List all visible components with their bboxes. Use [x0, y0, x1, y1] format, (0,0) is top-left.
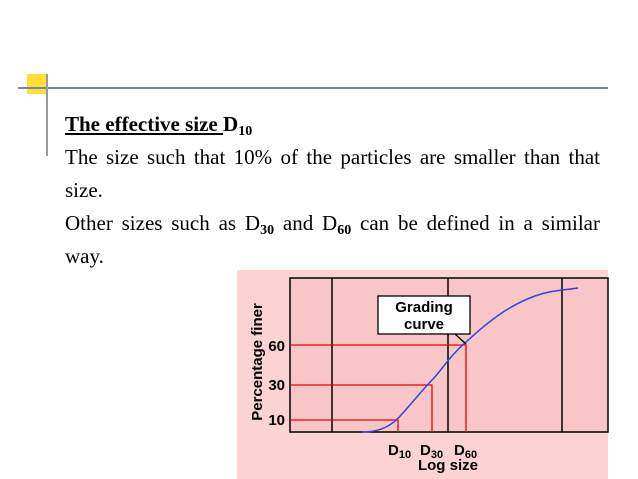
definition: The size such that 10% of the particles … [65, 145, 600, 202]
x-label: D60 [454, 442, 477, 461]
x-label-subscript: 30 [431, 449, 443, 461]
grading-curve [361, 287, 579, 433]
text-run: can be defined in a similar way. [65, 211, 600, 268]
x-label-subscript: 60 [465, 449, 477, 461]
accent-square [27, 74, 47, 94]
heading-text: The effective size [65, 112, 224, 136]
heading: The effective size D10 [65, 108, 600, 141]
x-label-symbol: D [388, 442, 399, 459]
x-label: D30 [420, 442, 443, 461]
guide-d60 [290, 344, 467, 432]
guide-lines [290, 344, 467, 432]
heading-subscript: 10 [238, 124, 253, 139]
slide-text: The effective size D10 The size such tha… [65, 108, 600, 273]
callout-box [377, 295, 471, 335]
other-sizes: Other sizes such as D30 and D60 can be d… [65, 207, 600, 273]
x-axis-label: Log size [418, 457, 478, 474]
subscript: 60 [337, 223, 352, 238]
y-tick-label: 30 [268, 377, 285, 394]
callout-text: curve [404, 316, 444, 333]
x-label-symbol: D [454, 442, 465, 459]
x-label-symbol: D [420, 442, 431, 459]
guide-d30 [290, 384, 433, 432]
text-run: Other sizes such as D [65, 211, 261, 235]
guide-d10 [290, 419, 399, 432]
y-axis-label: Percentage finer [249, 303, 266, 421]
figure: Grading curve Percentage finer 60 30 10 … [237, 270, 609, 479]
y-tick-label: 60 [268, 338, 285, 355]
callout-text: Grading [395, 299, 453, 316]
y-tick-label: 10 [268, 412, 285, 429]
x-label: D10 [388, 442, 411, 461]
callout-pointer [454, 333, 467, 345]
heading-symbol: D [223, 112, 239, 136]
text-run: and D [274, 211, 338, 235]
subscript: 30 [260, 223, 275, 238]
x-label-subscript: 10 [399, 449, 411, 461]
